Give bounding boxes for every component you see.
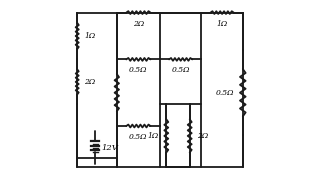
Text: 0.5Ω: 0.5Ω	[215, 89, 234, 97]
Text: 1Ω: 1Ω	[84, 32, 96, 40]
Text: 0.5Ω: 0.5Ω	[129, 66, 148, 74]
Text: 2Ω: 2Ω	[84, 78, 96, 86]
Text: 1Ω: 1Ω	[148, 132, 159, 140]
Text: 1Ω: 1Ω	[216, 20, 228, 28]
Text: 0.5Ω: 0.5Ω	[129, 133, 148, 141]
Text: 2Ω: 2Ω	[133, 20, 144, 28]
Text: 2Ω: 2Ω	[197, 132, 208, 140]
Text: 0.5Ω: 0.5Ω	[172, 66, 190, 74]
Text: 12V: 12V	[101, 144, 118, 152]
